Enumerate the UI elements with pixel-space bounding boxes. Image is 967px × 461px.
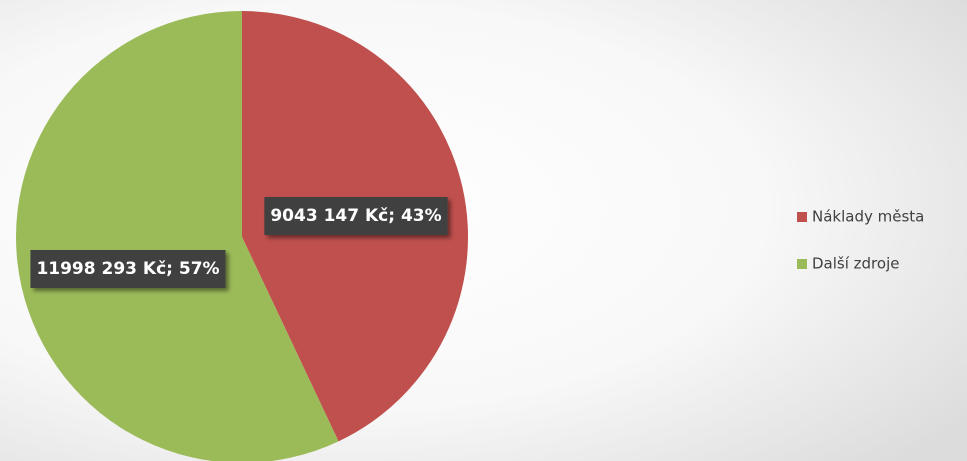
pie-slice [16, 11, 339, 461]
legend-swatch [797, 212, 807, 222]
data-label: 9043 147 Kč; 43% [270, 206, 441, 226]
legend-swatch [797, 259, 807, 269]
legend-label: Náklady města [812, 208, 924, 226]
legend-label: Další zdroje [812, 255, 899, 273]
data-label-box [30, 250, 226, 288]
data-label: 11998 293 Kč; 57% [36, 259, 219, 279]
data-label-box [264, 197, 448, 235]
